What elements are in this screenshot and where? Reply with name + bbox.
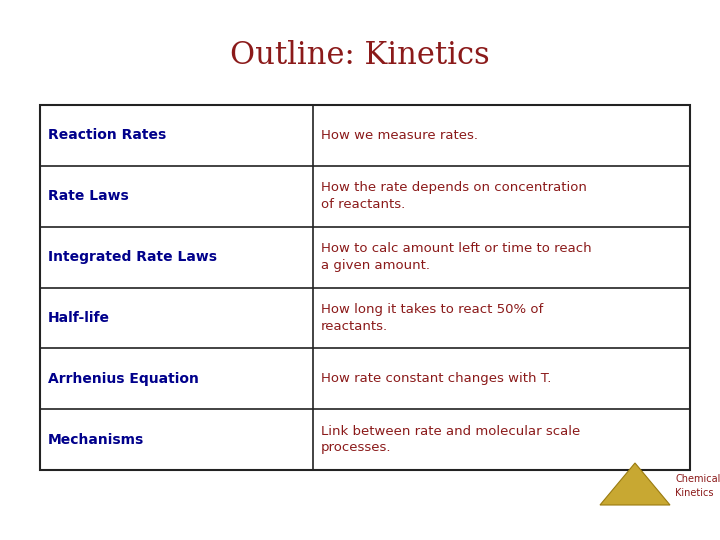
Text: Half-life: Half-life [48,311,110,325]
Text: Rate Laws: Rate Laws [48,189,129,203]
Text: How the rate depends on concentration
of reactants.: How the rate depends on concentration of… [321,181,587,211]
Text: Link between rate and molecular scale
processes.: Link between rate and molecular scale pr… [321,425,580,454]
Text: Arrhenius Equation: Arrhenius Equation [48,372,199,386]
Bar [40,105,690,470]
Text: How rate constant changes with T.: How rate constant changes with T. [321,372,552,385]
Text: Chemical
Kinetics: Chemical Kinetics [675,475,720,498]
Text: Integrated Rate Laws: Integrated Rate Laws [48,250,217,264]
Text: How long it takes to react 50% of
reactants.: How long it takes to react 50% of reacta… [321,303,544,333]
Text: Mechanisms: Mechanisms [48,433,144,447]
Text: Outline: Kinetics: Outline: Kinetics [230,39,490,71]
Text: How to calc amount left or time to reach
a given amount.: How to calc amount left or time to reach… [321,242,592,272]
Polygon shape [600,463,670,505]
Text: Reaction Rates: Reaction Rates [48,129,166,143]
Text: How we measure rates.: How we measure rates. [321,129,478,142]
